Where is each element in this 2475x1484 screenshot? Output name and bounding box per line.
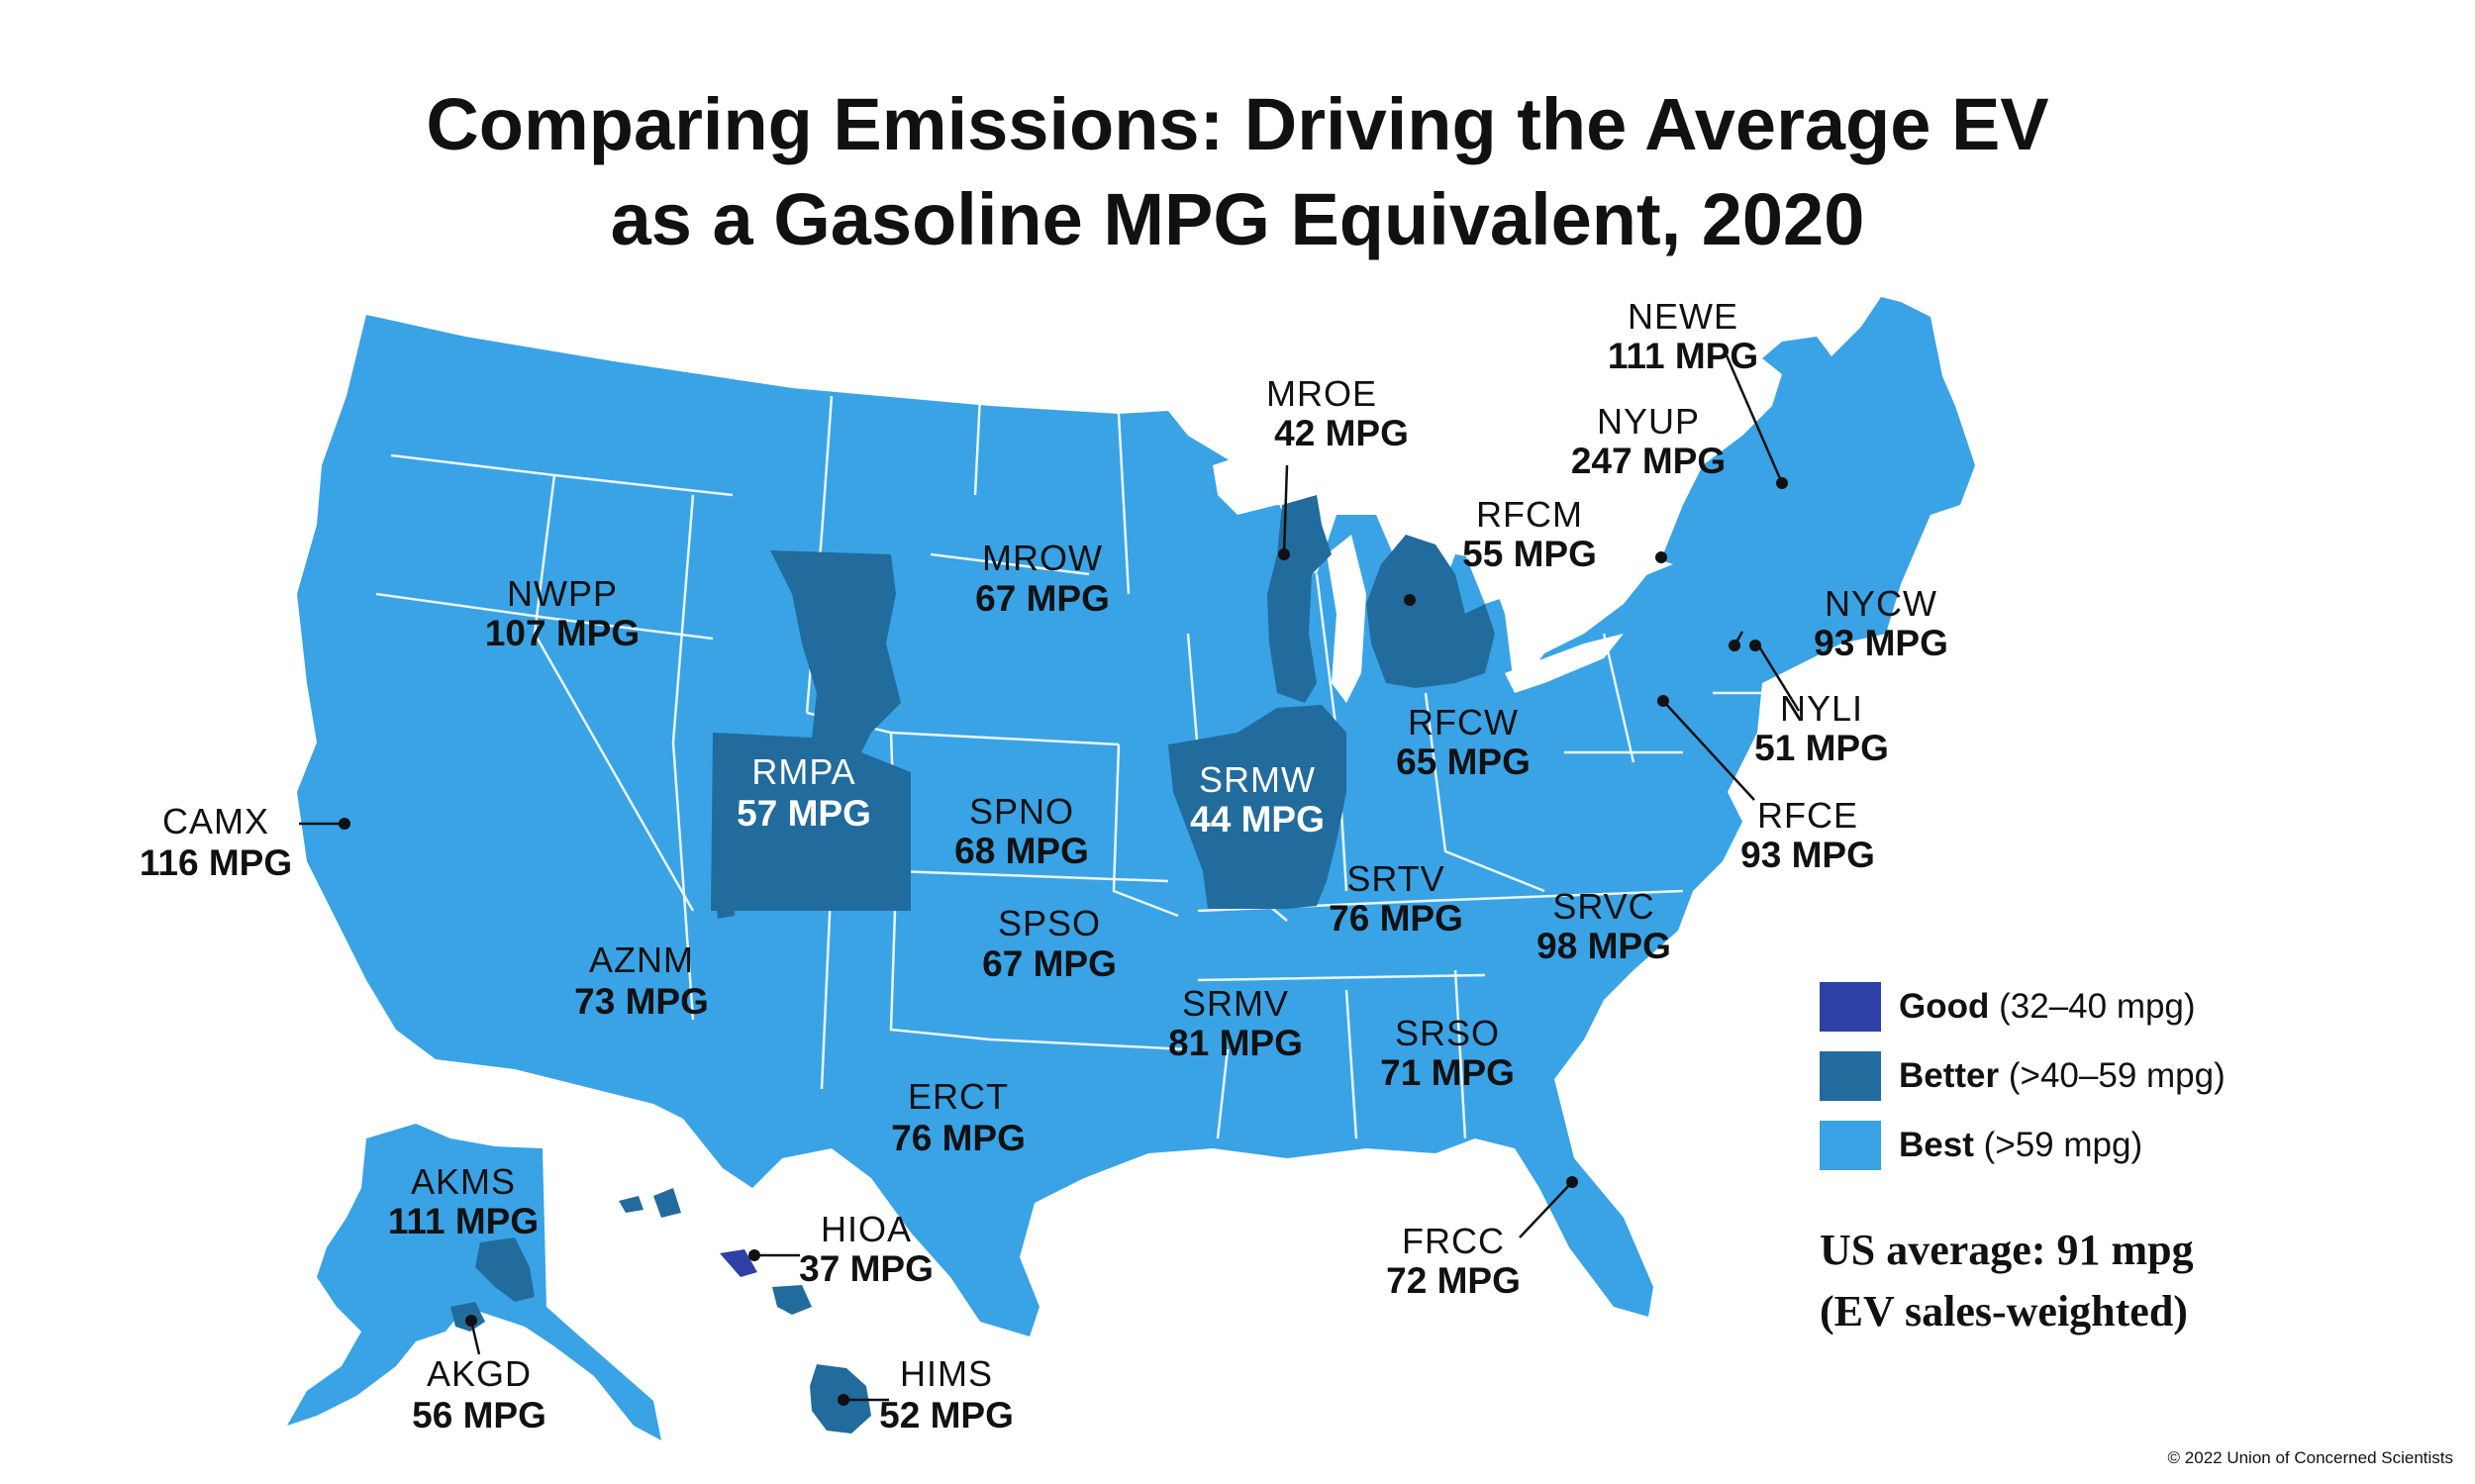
label-hims-name: HIMS	[900, 1353, 993, 1394]
label-mroe-value: 42 MPG	[1274, 413, 1409, 453]
legend: Good (32–40 mpg) Better (>40–59 mpg) Bes…	[1820, 972, 2226, 1180]
region-shape-akms	[287, 1124, 661, 1440]
leader-lines	[299, 346, 1801, 1406]
label-rmpa-value: 57 MPG	[737, 793, 871, 834]
label-rfcw-name: RFCW	[1408, 702, 1519, 742]
label-srmv-value: 81 MPG	[1168, 1023, 1303, 1063]
label-aznm-value: 73 MPG	[574, 981, 709, 1022]
label-newe-name: NEWE	[1628, 296, 1738, 337]
title-line-1: Comparing Emissions: Driving the Average…	[426, 83, 2049, 165]
label-nycw-name: NYCW	[1825, 583, 1937, 624]
label-mroe-name: MROE	[1266, 373, 1377, 414]
label-srtv-value: 76 MPG	[1329, 898, 1463, 939]
region-shape-rmpa-south	[713, 881, 735, 919]
region-shape-rfcm	[1366, 535, 1495, 688]
region-shape-hi-niihau	[653, 1188, 681, 1218]
legend-label-best: Best	[1899, 1126, 1974, 1164]
legend-swatch-better	[1820, 1051, 1881, 1101]
region-shape-hi-maui	[772, 1285, 812, 1315]
region-shape-contiguous-us	[297, 297, 1975, 1336]
label-erct-value: 76 MPG	[891, 1118, 1026, 1158]
label-aznm-name: AZNM	[589, 940, 694, 980]
legend-item-good: Good (32–40 mpg)	[1820, 972, 2226, 1041]
label-spno-name: SPNO	[969, 791, 1074, 832]
label-nyli-value: 51 MPG	[1754, 728, 1889, 768]
region-shape-akgd	[475, 1237, 535, 1302]
label-nwpp-name: NWPP	[507, 573, 618, 614]
label-srvc-name: SRVC	[1552, 886, 1654, 927]
title-line-2: as a Gasoline MPG Equivalent, 2020	[610, 178, 1865, 260]
label-mrow-value: 67 MPG	[975, 578, 1110, 619]
label-srvc-value: 98 MPG	[1536, 926, 1671, 966]
label-nyup-value: 247 MPG	[1571, 441, 1726, 481]
label-erct-name: ERCT	[908, 1076, 1009, 1117]
us-average-line-1: US average: 91 mpg	[1820, 1226, 2194, 1274]
region-shape-hi-kauai	[619, 1196, 644, 1213]
us-average-note: US average: 91 mpg (EV sales-weighted)	[1820, 1220, 2194, 1342]
label-rfcm-name: RFCM	[1476, 494, 1583, 535]
label-nycw-value: 93 MPG	[1814, 623, 1948, 663]
label-spno-value: 68 MPG	[954, 831, 1089, 871]
label-srmv-name: SRMV	[1182, 983, 1289, 1024]
label-akgd-value: 56 MPG	[412, 1395, 546, 1435]
label-frcc-name: FRCC	[1402, 1221, 1505, 1261]
map-title: Comparing Emissions: Driving the Average…	[0, 77, 2475, 267]
label-camx-name: CAMX	[162, 801, 269, 841]
label-srso-name: SRSO	[1395, 1013, 1500, 1053]
label-akms-name: AKMS	[411, 1161, 516, 1202]
legend-range-best: (>59 mpg)	[1983, 1126, 2143, 1164]
legend-swatch-good	[1820, 982, 1881, 1032]
legend-item-best: Best (>59 mpg)	[1820, 1111, 2226, 1180]
legend-range-better: (>40–59 mpg)	[2008, 1056, 2226, 1095]
legend-label-good: Good	[1899, 987, 1990, 1026]
us-average-line-2: (EV sales-weighted)	[1820, 1287, 2188, 1336]
label-rfce-name: RFCE	[1757, 795, 1858, 836]
label-camx-value: 116 MPG	[140, 842, 292, 883]
label-spso-value: 67 MPG	[982, 943, 1117, 984]
label-nyli-name: NYLI	[1780, 688, 1863, 729]
label-akgd-name: AKGD	[427, 1353, 532, 1394]
label-srtv-name: SRTV	[1346, 858, 1444, 899]
label-frcc-value: 72 MPG	[1386, 1260, 1521, 1301]
label-newe-value: 111 MPG	[1608, 336, 1758, 376]
label-srso-value: 71 MPG	[1380, 1052, 1515, 1093]
label-spso-name: SPSO	[998, 903, 1101, 943]
region-shape-srmw	[1168, 705, 1346, 909]
legend-label-better: Better	[1899, 1056, 2000, 1095]
region-shape-hioa	[720, 1249, 757, 1277]
label-rfce-value: 93 MPG	[1740, 835, 1875, 875]
legend-range-good: (32–40 mpg)	[1999, 987, 2196, 1026]
legend-item-better: Better (>40–59 mpg)	[1820, 1041, 2226, 1111]
label-mrow-name: MROW	[982, 538, 1103, 578]
copyright-notice: © 2022 Union of Concerned Scientists	[2167, 1448, 2453, 1467]
label-hims-value: 52 MPG	[879, 1395, 1014, 1435]
legend-swatch-best	[1820, 1121, 1881, 1170]
label-srmw-value: 44 MPG	[1190, 799, 1325, 840]
label-nyup-name: NYUP	[1597, 401, 1700, 442]
label-srmw-name: SRMW	[1199, 759, 1316, 800]
label-nwpp-value: 107 MPG	[485, 613, 640, 653]
label-rmpa-name: RMPA	[751, 751, 855, 792]
label-rfcm-value: 55 MPG	[1462, 534, 1597, 574]
label-akms-value: 111 MPG	[388, 1201, 539, 1241]
region-shape-rmpa	[711, 550, 911, 911]
label-hioa-name: HIOA	[821, 1209, 912, 1249]
label-rfcw-value: 65 MPG	[1396, 742, 1531, 782]
label-hioa-value: 37 MPG	[799, 1248, 934, 1289]
